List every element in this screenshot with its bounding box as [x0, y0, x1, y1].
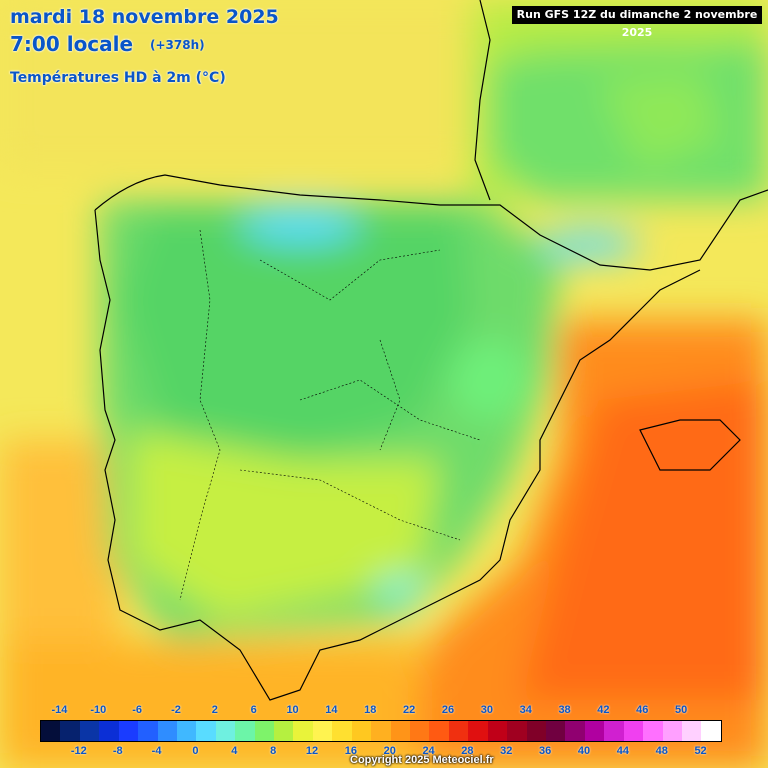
scale-swatch: [487, 721, 508, 741]
scale-label: -12: [70, 745, 87, 757]
scale-swatch: [60, 721, 80, 741]
scale-swatch: [448, 721, 469, 741]
scale-swatch: [118, 721, 139, 741]
scale-label: 26: [441, 704, 455, 716]
scale-swatch: [410, 721, 430, 741]
scale-label: 34: [519, 704, 532, 716]
time-title: 7:00 locale: [10, 32, 134, 56]
scale-label: 40: [577, 745, 591, 757]
scale-label: 4: [231, 745, 238, 757]
scale-swatch: [215, 721, 236, 741]
scale-label: 24: [422, 745, 435, 757]
scale-swatch: [79, 721, 100, 741]
scale-label: 28: [461, 745, 474, 757]
copyright: Copyright 2025 Meteociel.fr: [350, 754, 494, 766]
scale-swatch: [371, 721, 391, 741]
scale-swatch: [507, 721, 527, 741]
scale-swatch: [643, 721, 663, 741]
scale-label: 6: [250, 704, 257, 716]
scale-swatch: [176, 721, 197, 741]
scale-swatch: [196, 721, 216, 741]
scale-swatch: [468, 721, 488, 741]
scale-label: 38: [558, 704, 571, 716]
scale-label: 46: [636, 704, 649, 716]
scale-label: 48: [655, 745, 668, 757]
scale-swatch: [623, 721, 644, 741]
color-scale: [40, 720, 722, 742]
scale-label: 0: [192, 745, 199, 757]
scale-label: -2: [171, 704, 181, 716]
scale-swatch: [701, 721, 721, 741]
scale-label: 16: [344, 745, 357, 757]
scale-swatch: [293, 721, 313, 741]
scale-label: 10: [286, 704, 299, 716]
scale-swatch: [274, 721, 294, 741]
scale-label: -14: [51, 704, 68, 716]
scale-label: 42: [597, 704, 610, 716]
scale-swatch: [254, 721, 275, 741]
scale-swatch: [662, 721, 682, 741]
scale-swatch: [99, 721, 119, 741]
scale-label: 22: [403, 704, 416, 716]
scale-swatch: [41, 721, 61, 741]
scale-label: -8: [112, 745, 123, 757]
scale-swatch: [429, 721, 449, 741]
scale-label: 2: [211, 704, 218, 716]
scale-swatch: [604, 721, 624, 741]
scale-label: 20: [383, 745, 396, 757]
field-title: Températures HD à 2m (°C): [10, 70, 226, 86]
date-title: mardi 18 novembre 2025: [10, 6, 279, 28]
scale-label: 50: [675, 704, 688, 716]
scale-swatch: [526, 721, 546, 741]
run-info: Run GFS 12Z du dimanche 2 novembre 2025: [512, 6, 762, 39]
scale-label: 32: [500, 745, 513, 757]
scale-label: -6: [132, 704, 143, 716]
scale-swatch: [235, 721, 255, 741]
scale-swatch: [545, 721, 566, 741]
scale-swatch: [565, 721, 585, 741]
scale-swatch: [390, 721, 411, 741]
scale-label: 52: [694, 745, 707, 757]
scale-swatch: [312, 721, 333, 741]
scale-label: 36: [539, 745, 552, 757]
scale-label: 18: [364, 704, 377, 716]
scale-label: -4: [151, 745, 162, 757]
scale-swatch: [332, 721, 352, 741]
lead-time: (+378h): [150, 38, 205, 52]
scale-swatch: [584, 721, 605, 741]
scale-swatch: [681, 721, 702, 741]
scale-label: 8: [270, 745, 277, 757]
scale-swatch: [157, 721, 177, 741]
scale-swatch: [351, 721, 372, 741]
scale-label: 44: [616, 745, 629, 757]
scale-label: 30: [480, 704, 493, 716]
scale-swatch: [138, 721, 158, 741]
scale-label: 12: [305, 745, 319, 757]
scale-label: 14: [325, 704, 338, 716]
scale-label: -10: [90, 704, 107, 716]
